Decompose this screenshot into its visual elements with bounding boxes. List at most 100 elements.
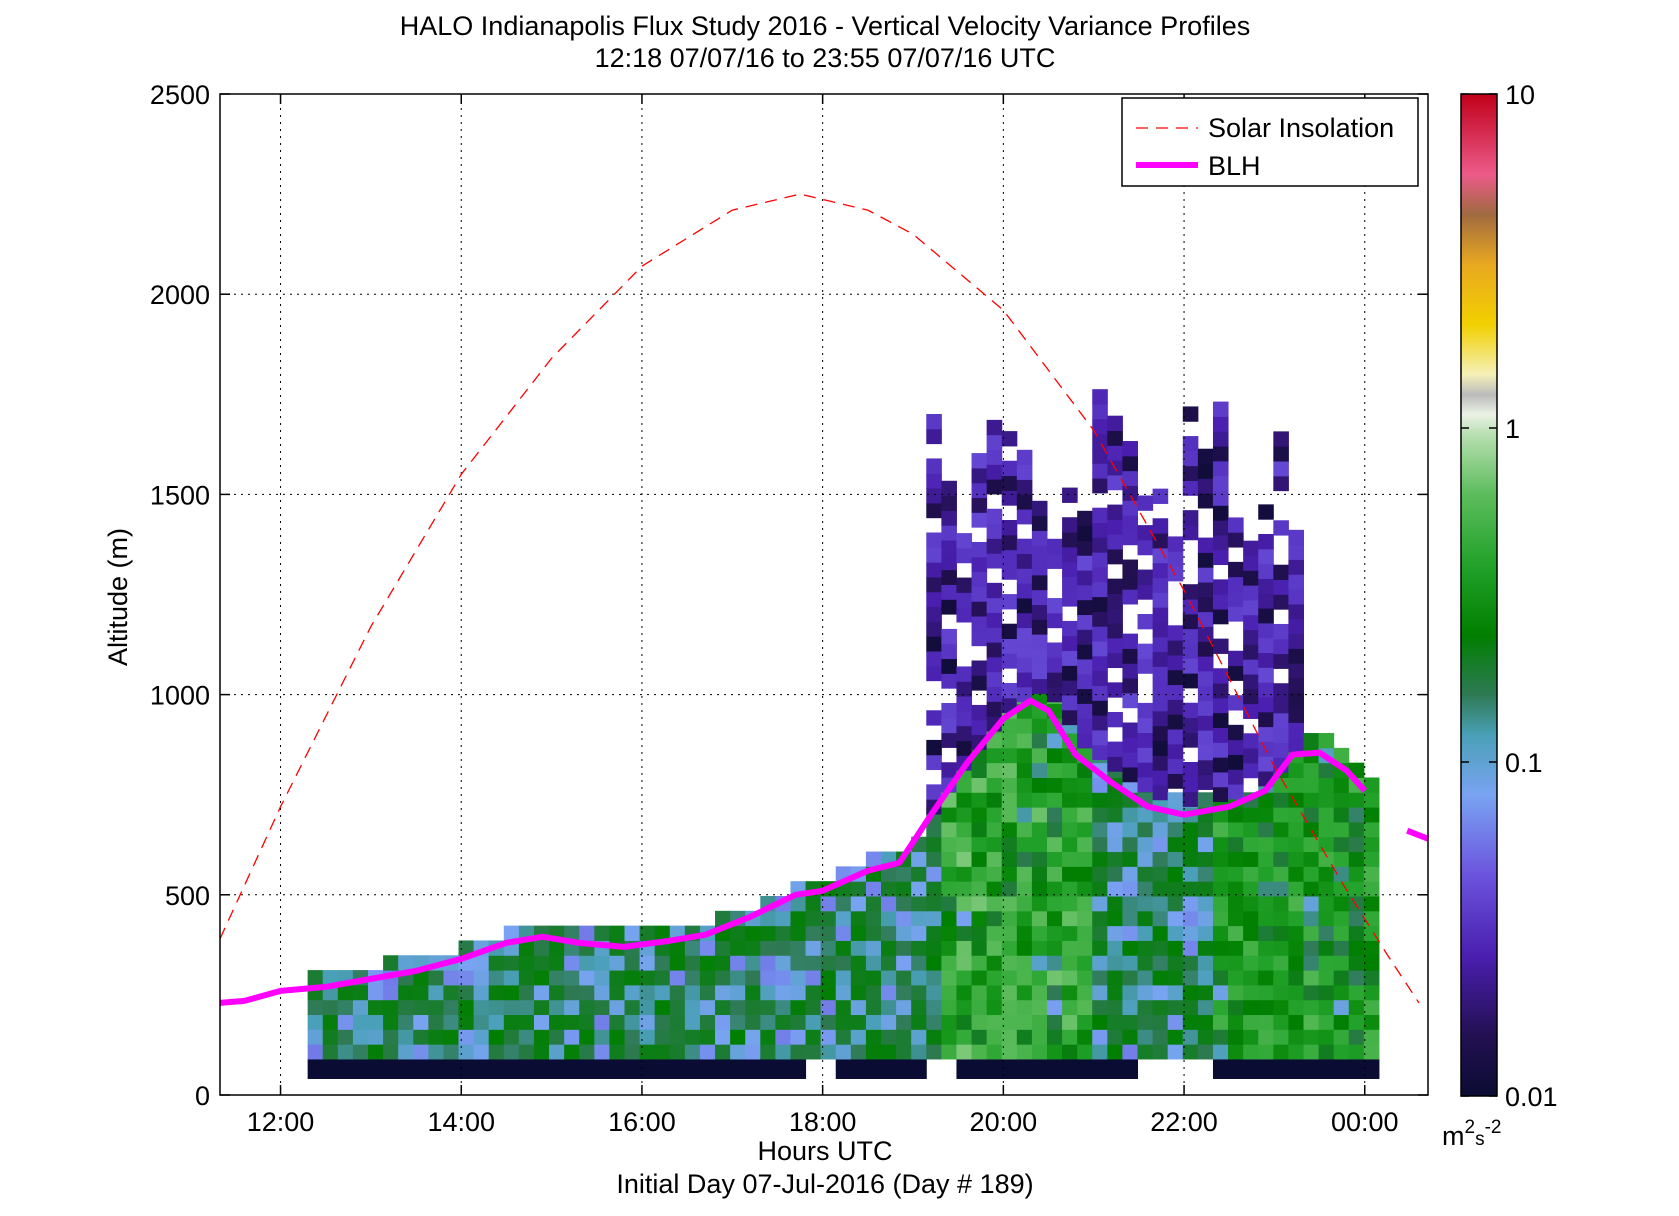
heatmap-cell	[715, 984, 731, 1001]
heatmap-cell	[352, 1014, 369, 1030]
heatmap-cell	[337, 1014, 354, 1030]
heatmap-cell	[1016, 718, 1033, 734]
heatmap-cell	[1152, 940, 1169, 956]
heatmap-cell	[1077, 1058, 1093, 1079]
heatmap-cell	[1182, 836, 1199, 853]
heatmap-cell	[1167, 640, 1184, 656]
heatmap-cell	[609, 999, 626, 1016]
heatmap-cell	[1197, 715, 1214, 731]
heatmap-cell	[1182, 851, 1199, 867]
heatmap-cell	[1303, 896, 1320, 912]
heatmap-cell	[1182, 673, 1199, 689]
heatmap-cell	[443, 970, 460, 986]
heatmap-cell	[1092, 685, 1108, 701]
heatmap-cell	[1092, 744, 1108, 761]
heatmap-cell	[1243, 851, 1259, 867]
heatmap-cell	[1016, 464, 1033, 480]
heatmap-cell	[488, 984, 505, 1001]
heatmap-cell	[533, 1014, 550, 1030]
heatmap-cell	[926, 896, 942, 912]
heatmap-cell	[986, 449, 1003, 465]
heatmap-cell	[1046, 896, 1063, 912]
heatmap-cell	[1077, 540, 1093, 556]
heatmap-cell	[1197, 596, 1214, 613]
heatmap-cell	[805, 1044, 822, 1060]
heatmap-cell	[1228, 910, 1244, 927]
heatmap-cell	[1243, 896, 1259, 912]
heatmap-cell	[1152, 1014, 1169, 1030]
heatmap-cell	[1016, 672, 1033, 688]
heatmap-cell	[1318, 1044, 1335, 1060]
heatmap-cell	[1182, 776, 1199, 793]
heatmap-cell	[1197, 552, 1214, 568]
heatmap-cell	[1243, 659, 1259, 675]
heatmap-cell	[805, 984, 822, 1001]
heatmap-cell	[1001, 653, 1018, 669]
heatmap-cell	[684, 1058, 701, 1079]
heatmap-cell	[1062, 1014, 1078, 1030]
heatmap-cell	[1077, 970, 1093, 986]
heatmap-cell	[1318, 733, 1335, 749]
heatmap-cell	[1288, 574, 1304, 590]
x-tick-label: 18:00	[789, 1107, 857, 1137]
heatmap-cell	[1122, 633, 1139, 649]
heatmap-cell	[594, 925, 610, 941]
heatmap-cell	[1273, 727, 1289, 743]
heatmap-cell	[1107, 637, 1123, 654]
heatmap-cell	[699, 1044, 716, 1060]
heatmap-cell	[1107, 896, 1123, 912]
heatmap-cell	[1348, 836, 1365, 853]
heatmap-cell	[1212, 608, 1229, 625]
heatmap-cell	[1288, 1029, 1304, 1045]
series-line-blh	[219, 697, 1367, 1006]
heatmap-cell	[986, 881, 1003, 897]
heatmap-cell	[549, 984, 565, 1001]
heatmap-cell	[1107, 940, 1123, 956]
heatmap-cell	[1062, 910, 1078, 927]
heatmap-cell	[1197, 611, 1214, 627]
heatmap-cell	[805, 896, 822, 912]
heatmap-cell	[1031, 1029, 1048, 1045]
heatmap-cell	[896, 970, 912, 986]
heatmap-cell	[383, 1058, 399, 1079]
heatmap-cell	[1077, 584, 1093, 601]
heatmap-cell	[1348, 881, 1365, 897]
heatmap-cell	[1016, 747, 1033, 764]
heatmap-cell	[1046, 851, 1063, 867]
heatmap-cell	[850, 1058, 867, 1079]
heatmap-cell	[1333, 1014, 1350, 1030]
heatmap-cell	[1333, 970, 1350, 986]
heatmap-cell	[865, 1044, 882, 1060]
heatmap-cell	[1303, 940, 1320, 956]
heatmap-cell	[956, 592, 973, 608]
heatmap-cell	[926, 562, 942, 578]
heatmap-cell	[609, 925, 626, 941]
heatmap-cell	[1077, 807, 1093, 823]
heatmap-cell	[1348, 1058, 1365, 1079]
heatmap-cell	[971, 984, 988, 1001]
heatmap-cell	[1258, 896, 1274, 912]
heatmap-cell	[1258, 836, 1274, 853]
heatmap-cell	[1062, 546, 1078, 563]
heatmap-cell	[1258, 851, 1274, 867]
heatmap-cell	[730, 940, 746, 956]
heatmap-cell	[549, 1014, 565, 1030]
heatmap-cell	[911, 955, 927, 971]
heatmap-cell	[1333, 836, 1350, 853]
heatmap-cell	[941, 866, 957, 882]
heatmap-cell	[971, 467, 988, 484]
heatmap-cell	[1031, 910, 1048, 927]
heatmap-cell	[1197, 567, 1214, 583]
heatmap-cell	[1182, 480, 1199, 496]
heatmap-cell	[1243, 925, 1259, 941]
heatmap-cell	[1333, 807, 1350, 823]
heatmap-cell	[745, 1014, 761, 1030]
heatmap-cell	[1167, 625, 1184, 641]
heatmap-cell	[1182, 866, 1199, 882]
heatmap-cell	[1182, 881, 1199, 897]
heatmap-cell	[1273, 1044, 1289, 1060]
heatmap-cell	[307, 1014, 324, 1030]
heatmap-cell	[1303, 762, 1320, 778]
heatmap-cell	[609, 955, 626, 971]
